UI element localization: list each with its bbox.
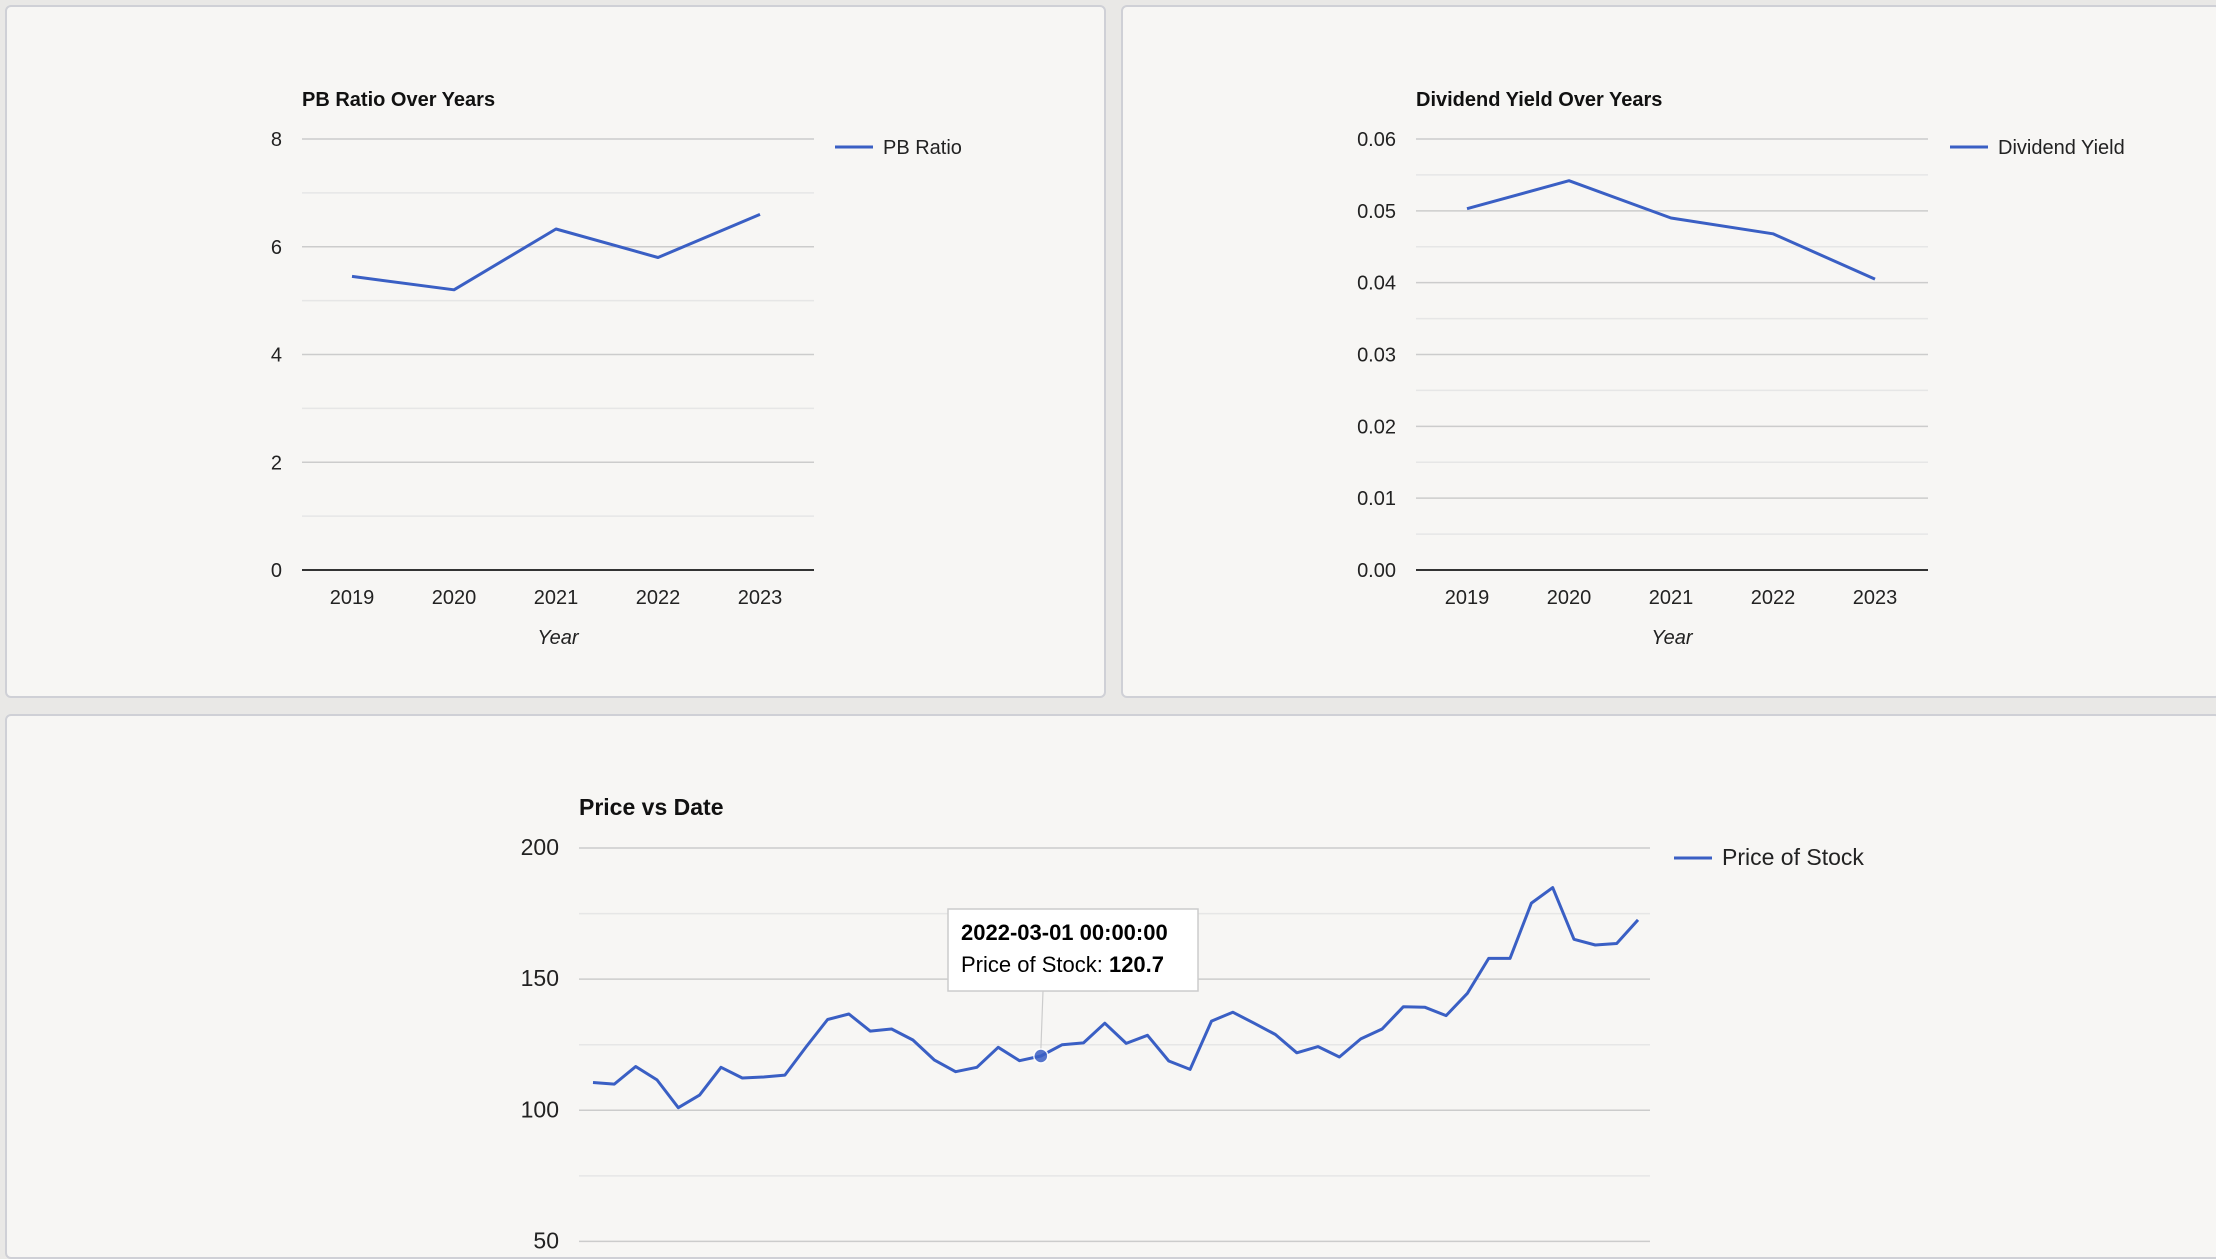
x-tick-label: 2019 xyxy=(330,587,375,609)
y-tick-label: 0.00 xyxy=(1357,560,1396,582)
x-axis-label: Year xyxy=(537,627,579,649)
tooltip-pointer xyxy=(1040,990,1108,1051)
y-tick-label: 0.03 xyxy=(1357,345,1396,367)
series-line-price xyxy=(592,886,1640,1110)
y-tick-label: 8 xyxy=(271,129,282,151)
y-tick-label: 4 xyxy=(271,345,282,367)
tooltip-label: Price of Stock: xyxy=(961,952,1109,977)
pb-ratio-chart: PB Ratio Over Years 0 2 4 6 8 2019 2020 2021 2022… xyxy=(271,89,962,649)
x-tick-label: 2023 xyxy=(1853,587,1898,609)
legend-label: Dividend Yield xyxy=(1998,137,2125,159)
price-vs-date-chart-panel: Price vs Date 50 100 150 200 Price of Stock 20… xyxy=(5,714,2216,1259)
legend-label: PB Ratio xyxy=(883,137,962,159)
tooltip-value-line: Price of Stock: 120.7 xyxy=(961,952,1164,977)
price-vs-date-chart: Price vs Date 50 100 150 200 Price of Stock 20… xyxy=(521,794,1865,1253)
y-tick-label: 50 xyxy=(533,1227,559,1253)
y-tick-label: 0.02 xyxy=(1357,416,1396,438)
series-line-pb xyxy=(351,213,761,292)
tooltip-box xyxy=(947,908,1199,992)
y-tick-label: 0.06 xyxy=(1357,129,1396,151)
y-tick-label: 6 xyxy=(271,237,282,259)
x-tick-label: 2022 xyxy=(1751,587,1796,609)
y-tick-label: 0 xyxy=(271,560,282,582)
y-tick-label: 150 xyxy=(521,965,559,991)
legend-label: Price of Stock xyxy=(1722,844,1864,870)
tooltip-point xyxy=(1033,1048,1049,1064)
x-tick-label: 2023 xyxy=(738,587,783,609)
tooltip-date: 2022-03-01 00:00:00 xyxy=(961,920,1168,945)
y-tick-label: 100 xyxy=(521,1096,559,1122)
x-tick-label: 2022 xyxy=(636,587,681,609)
x-tick-label: 2021 xyxy=(1649,587,1694,609)
chart-title: Dividend Yield Over Years xyxy=(1416,89,1662,111)
x-tick-label: 2020 xyxy=(1547,587,1592,609)
y-tick-label: 0.04 xyxy=(1357,273,1396,295)
chart-title: PB Ratio Over Years xyxy=(302,89,495,111)
y-tick-label: 200 xyxy=(521,834,559,860)
chart-title: Price vs Date xyxy=(579,794,723,820)
y-tick-label: 2 xyxy=(271,452,282,474)
x-axis-label: Year xyxy=(1651,627,1693,649)
tooltip-value: 120.7 xyxy=(1109,952,1164,977)
x-tick-label: 2021 xyxy=(534,587,579,609)
x-tick-label: 2020 xyxy=(432,587,477,609)
dividend-yield-chart: Dividend Yield Over Years 0.00 0.01 0.02 0.0… xyxy=(1357,89,2125,649)
y-tick-label: 0.01 xyxy=(1357,488,1396,510)
pb-ratio-chart-panel: PB Ratio Over Years 0 2 4 6 8 2019 2020 2021 2022… xyxy=(5,5,1106,698)
y-tick-label: 0.05 xyxy=(1357,201,1396,223)
x-tick-label: 2019 xyxy=(1445,587,1490,609)
series-line-dy xyxy=(1466,179,1876,281)
dividend-yield-chart-panel: Dividend Yield Over Years 0.00 0.01 0.02 0.0… xyxy=(1121,5,2216,698)
